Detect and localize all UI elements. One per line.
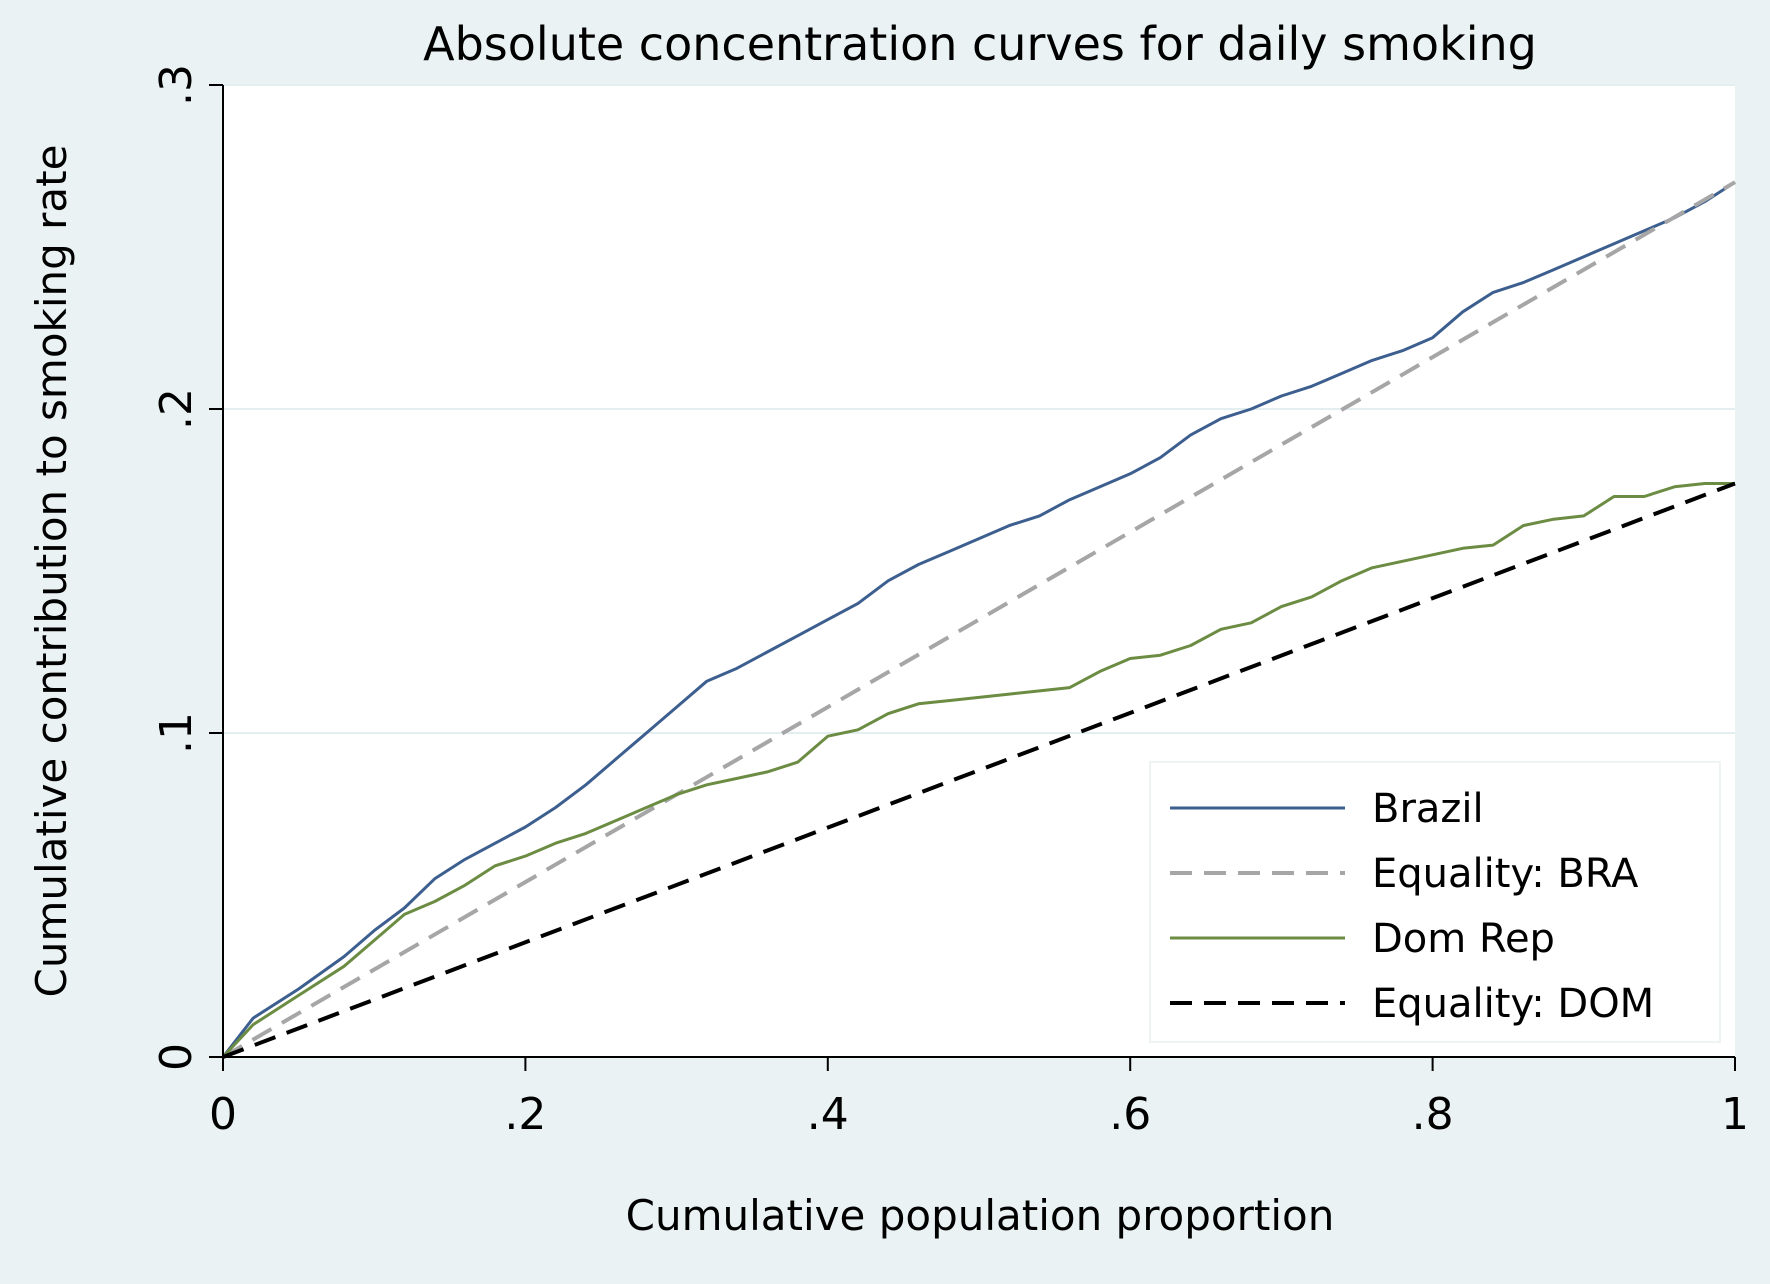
series-line-dom-rep [221, 482, 1735, 1059]
y-tick-label: .1 [151, 712, 202, 754]
axes-layer: 0 .2 .4 .6 .8 1 0 .1 .2 .3 [151, 64, 1749, 1140]
chart-title: Absolute concentration curves for daily … [423, 17, 1537, 71]
legend-label: Equality: DOM [1372, 981, 1654, 1027]
y-tick-label: 0 [151, 1043, 202, 1071]
legend: Brazil Equality: BRA Dom Rep Equality: DOM [1149, 761, 1721, 1043]
x-tick-label: 0 [209, 1089, 237, 1140]
series-line-brazil [221, 180, 1736, 1058]
x-tick-label: 1 [1721, 1089, 1749, 1140]
series-line-equality-bra [221, 180, 1737, 1059]
series-line-equality-dom [222, 481, 1736, 1059]
y-tick-label: .3 [151, 64, 202, 106]
legend-label: Brazil [1372, 786, 1484, 832]
x-axis-title: Cumulative population proportion [626, 1191, 1335, 1240]
y-tick-label: .2 [151, 388, 202, 430]
grid-layer [223, 84, 1735, 734]
y-axis-title: Cumulative contribution to smoking rate [27, 145, 76, 998]
x-tick-label: .2 [504, 1089, 546, 1140]
legend-items: Brazil Equality: BRA Dom Rep Equality: DOM [1170, 786, 1654, 1027]
legend-label: Dom Rep [1372, 916, 1555, 962]
x-tick-label: .4 [807, 1089, 849, 1140]
x-tick-label: .8 [1412, 1089, 1454, 1140]
x-tick-label: .6 [1109, 1089, 1151, 1140]
series-layer [221, 180, 1737, 1059]
legend-label: Equality: BRA [1372, 851, 1639, 897]
